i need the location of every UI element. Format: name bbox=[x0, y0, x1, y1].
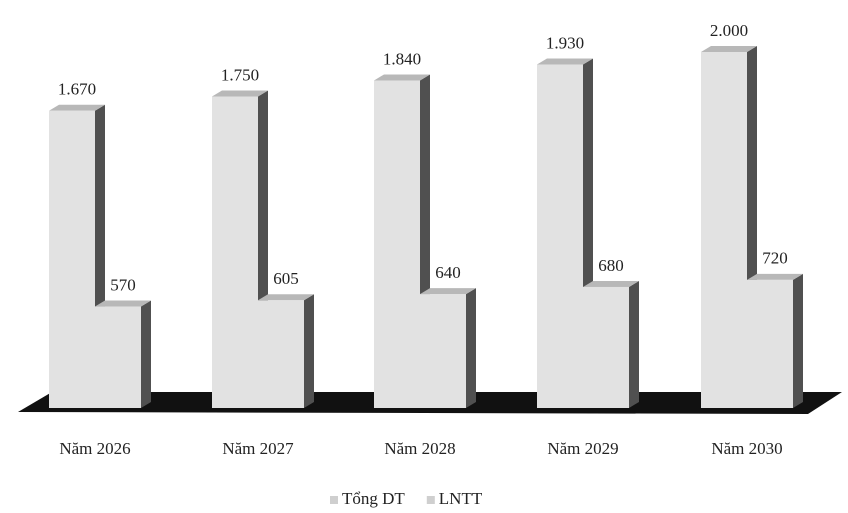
value-label: 1.750 bbox=[221, 65, 259, 84]
bar bbox=[95, 306, 141, 408]
x-tick-label: Năm 2029 bbox=[547, 439, 618, 458]
bar-top bbox=[212, 90, 268, 97]
x-tick-label: Năm 2028 bbox=[384, 439, 455, 458]
bar bbox=[583, 286, 629, 408]
legend-label: Tổng DT bbox=[342, 489, 405, 508]
bar-top bbox=[95, 300, 151, 307]
bar-side bbox=[466, 288, 476, 408]
bar bbox=[537, 64, 583, 409]
bar bbox=[701, 52, 747, 408]
bar bbox=[420, 294, 466, 408]
bar bbox=[747, 279, 793, 408]
bar bbox=[374, 80, 420, 408]
value-label: 1.930 bbox=[546, 33, 584, 52]
bar-top bbox=[374, 74, 430, 81]
bar-side bbox=[793, 273, 803, 408]
x-tick-label: Năm 2026 bbox=[59, 439, 130, 458]
bar-side bbox=[629, 280, 639, 408]
bar bbox=[212, 96, 258, 408]
bar bbox=[49, 110, 95, 409]
value-label: 2.000 bbox=[710, 21, 748, 40]
x-tick-label: Năm 2030 bbox=[711, 439, 782, 458]
value-label: 605 bbox=[273, 269, 299, 288]
bar-top bbox=[420, 288, 476, 295]
bar-top bbox=[49, 104, 105, 111]
bar-top bbox=[258, 294, 314, 301]
legend-swatch bbox=[426, 496, 435, 504]
legend-swatch bbox=[330, 496, 338, 504]
bar-top bbox=[701, 46, 757, 52]
bar-top bbox=[537, 58, 593, 65]
x-tick-label: Năm 2027 bbox=[222, 439, 294, 458]
bar-side bbox=[141, 300, 151, 408]
value-label: 720 bbox=[762, 249, 788, 268]
bar-top bbox=[583, 280, 639, 287]
bar-top bbox=[747, 273, 803, 280]
value-label: 570 bbox=[110, 275, 136, 294]
legend-label: LNTT bbox=[439, 489, 483, 508]
value-label: 1.840 bbox=[383, 49, 421, 68]
value-label: 640 bbox=[435, 263, 461, 282]
bar bbox=[258, 300, 304, 408]
value-label: 680 bbox=[598, 256, 624, 275]
value-label: 1.670 bbox=[58, 80, 96, 99]
bar-side bbox=[304, 294, 314, 408]
